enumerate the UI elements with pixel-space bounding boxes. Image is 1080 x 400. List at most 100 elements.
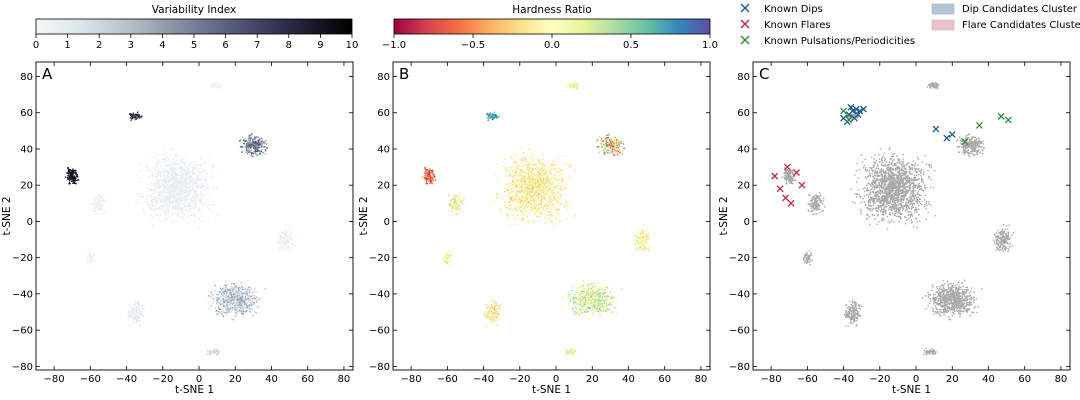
scatter-point [501,161,504,163]
scatter-point [517,185,519,187]
scatter-point [525,202,528,204]
scatter-point [174,196,176,199]
scatter-point [241,309,243,312]
y-tick-label: 40 [20,144,33,155]
scatter-point [69,169,71,171]
scatter-point [173,195,176,197]
scatter-point [556,220,558,223]
scatter-point [175,184,177,187]
scatter-point [169,166,172,168]
scatter-point [74,169,77,172]
scatter-point [294,244,297,247]
scatter-point [166,197,168,200]
scatter-point [155,176,158,178]
scatter-point [266,147,268,150]
scatter-point [529,201,531,204]
scatter-point [534,185,537,188]
scatter-point [206,184,209,186]
scatter-point [244,151,247,153]
scatter-point [89,259,92,261]
scatter-point [220,303,222,306]
scatter-point [278,241,281,243]
scatter-point [74,170,76,172]
scatter-point [531,164,534,167]
scatter-point [249,147,252,149]
scatter-point [528,187,530,190]
scatter-point [132,112,134,115]
scatter-point [548,180,550,182]
scatter-point [533,159,535,161]
scatter-point [253,298,255,300]
scatter-point [527,190,529,192]
scatter-point [247,137,250,139]
scatter-point [534,204,536,206]
scatter-point [526,201,528,203]
colorbar-tick-label: 4 [159,40,165,51]
scatter-point [243,140,246,142]
colorbar-a-title: Variability Index [152,4,236,16]
scatter-point [535,174,537,176]
scatter-point [186,187,189,189]
scatter-point [131,117,133,119]
scatter-point [227,307,229,309]
scatter-point [172,186,174,189]
scatter-point [188,175,190,177]
scatter-point [145,198,147,200]
scatter-point [249,137,251,139]
scatter-point [237,303,240,306]
scatter-point [258,153,261,155]
scatter-point [100,195,102,198]
scatter-point [528,167,531,169]
scatter-point [184,179,186,181]
scatter-point [534,201,537,204]
scatter-point [279,235,281,237]
scatter-point [140,116,143,118]
scatter-point [179,185,182,187]
scatter-point [522,179,524,182]
scatter-point [516,198,518,200]
scatter-point [170,166,172,168]
scatter-point [246,143,248,145]
scatter-point [224,284,226,286]
scatter-point [505,177,507,179]
scatter-point [164,217,167,220]
scatter-point [259,144,261,147]
scatter-point [218,312,220,314]
scatter-point [164,213,166,215]
scatter-point [212,349,214,351]
scatter-point [188,194,190,196]
scatter-point [526,178,528,181]
scatter-point [95,213,97,216]
colorbar-tick-label: 0.5 [623,40,639,51]
scatter-point [214,307,217,310]
scatter-point [137,115,140,118]
scatter-point [250,289,252,291]
scatter-point [188,171,190,173]
scatter-point [525,199,528,202]
scatter-point [251,298,254,300]
scatter-point [158,209,161,212]
scatter-point [533,208,535,211]
scatter-point [145,166,148,169]
scatter-point [73,177,76,179]
scatter-point [154,199,156,201]
scatter-point [555,209,557,212]
scatter-point [588,306,590,308]
scatter-point [551,168,554,171]
scatter-point [169,167,171,170]
scatter-point [180,210,183,212]
scatter-point [545,176,547,179]
scatter-point [246,151,248,153]
scatter-point [507,204,510,206]
scatter-point [238,300,240,302]
scatter-point [584,294,587,296]
scatter-point [172,191,174,194]
scatter-point [242,136,244,138]
scatter-point [185,158,187,160]
scatter-point [181,173,183,176]
scatter-point [520,179,522,181]
scatter-point [163,178,165,180]
scatter-point [180,180,182,182]
scatter-point [526,194,528,197]
scatter-point [540,213,542,215]
